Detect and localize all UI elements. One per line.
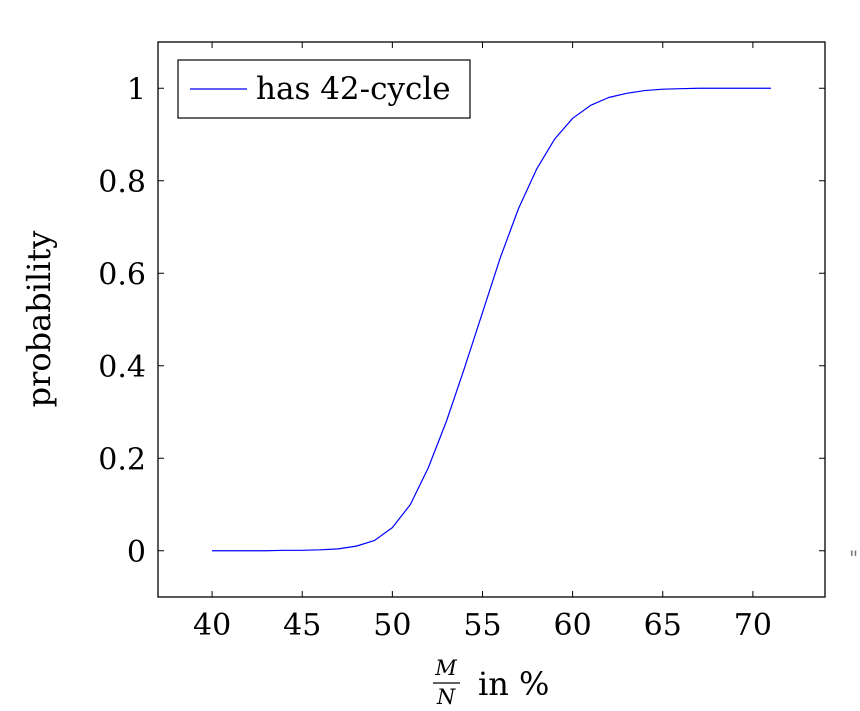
- legend-label-has-42-cycle: has 42-cycle: [256, 71, 451, 107]
- y-tick-label-5: 1: [127, 72, 146, 107]
- series-line-0: [212, 87, 771, 552]
- x-tick-label-5: 65: [644, 608, 682, 643]
- x-axis-label: M N in %: [433, 656, 549, 709]
- plot-frame: [157, 41, 826, 598]
- x-tick-label-0: 40: [193, 608, 231, 643]
- stray-mark: ": [849, 546, 858, 570]
- ticks-layer: 40 45 50 55 60 65 70 0 0.2 0.4 0.6 0.8 1: [98, 42, 825, 643]
- y-tick-label-0: 0: [127, 535, 146, 570]
- series-layer: [212, 87, 771, 552]
- y-tick-label-4: 0.8: [98, 165, 146, 200]
- x-tick-label-4: 60: [554, 608, 592, 643]
- x-axis-label-suffix: in %: [478, 665, 549, 703]
- y-tick-label-2: 0.4: [98, 350, 146, 385]
- x-axis-label-numerator: M: [434, 656, 457, 680]
- x-tick-label-2: 50: [373, 608, 411, 643]
- y-axis-label: probability: [20, 231, 58, 408]
- x-axis-label-denominator: N: [436, 685, 456, 709]
- y-tick-label-1: 0.2: [98, 442, 146, 477]
- y-tick-label-3: 0.6: [98, 257, 146, 292]
- legend: has 42-cycle: [177, 59, 471, 119]
- x-tick-label-1: 45: [283, 608, 321, 643]
- x-tick-label-3: 55: [463, 608, 501, 643]
- x-tick-label-6: 70: [734, 608, 772, 643]
